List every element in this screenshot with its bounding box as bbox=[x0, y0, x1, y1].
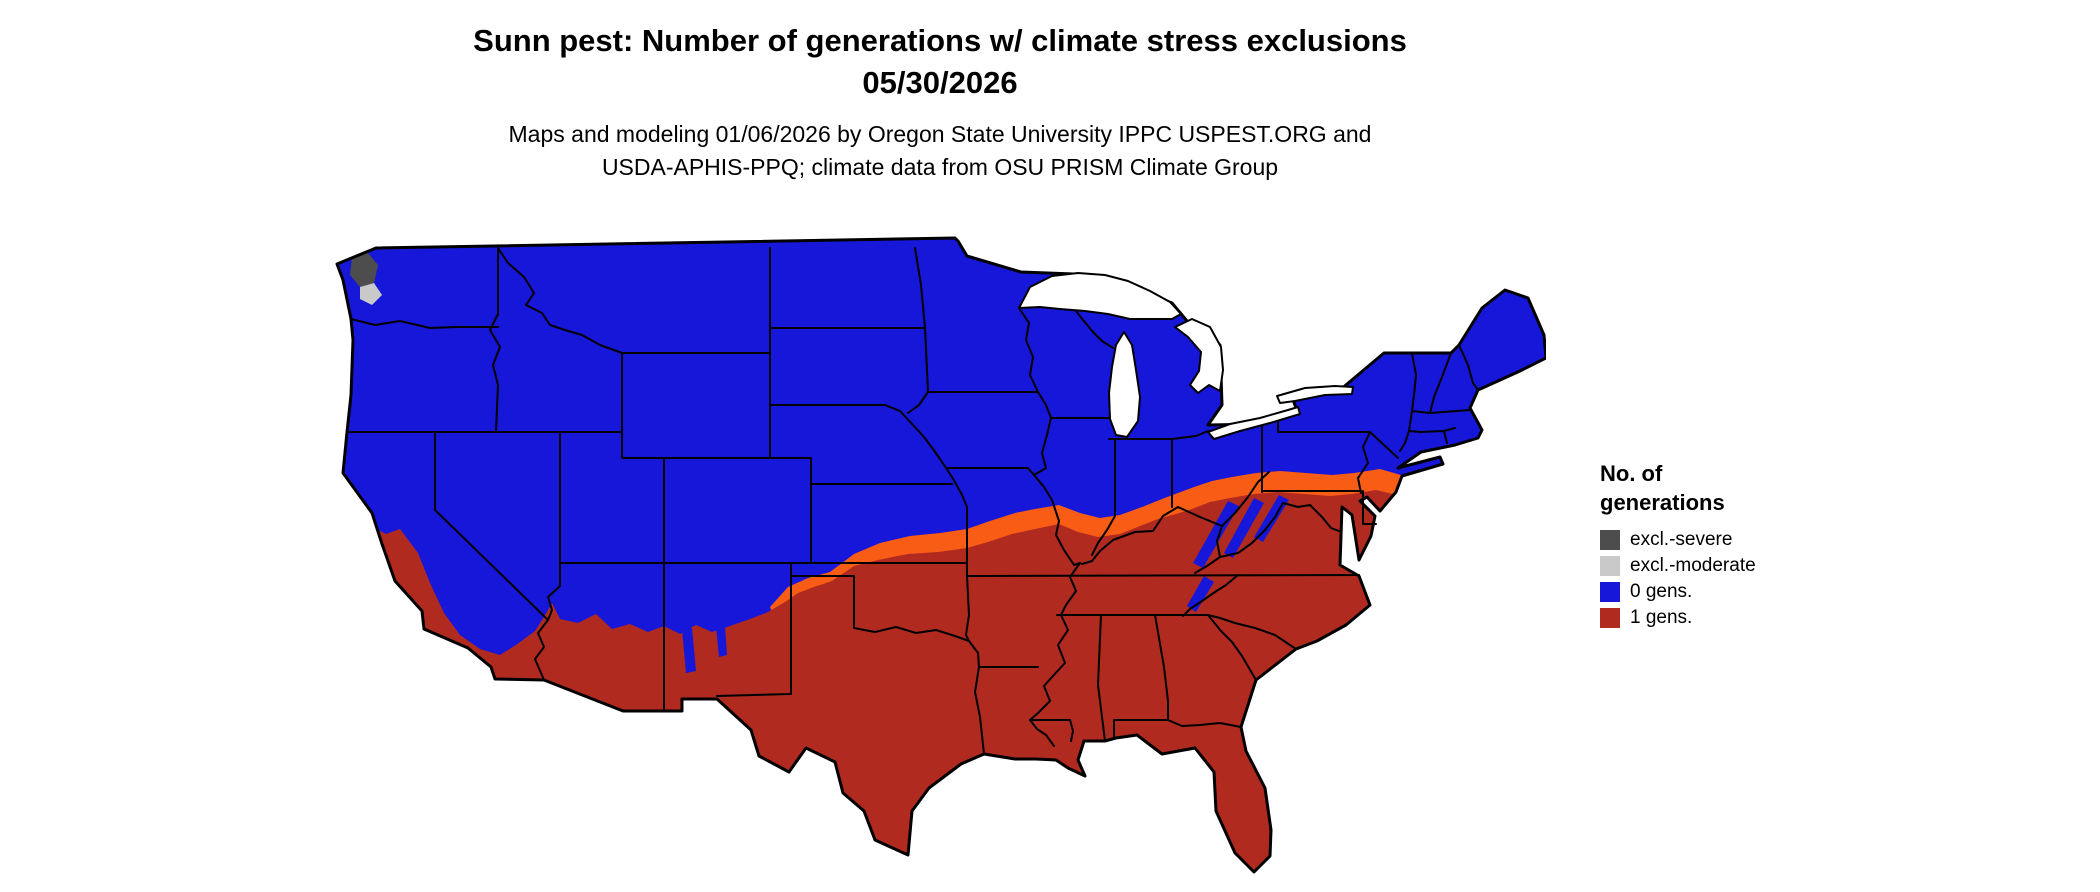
state-borders bbox=[346, 247, 1479, 755]
us-map-svg bbox=[335, 236, 1546, 874]
legend-title-line1: No. of bbox=[1600, 461, 1663, 486]
legend-item: excl.-moderate bbox=[1600, 553, 1756, 579]
map-credits-line1: Maps and modeling 01/06/2026 by Oregon S… bbox=[508, 120, 1372, 147]
legend-item: 0 gens. bbox=[1600, 579, 1756, 605]
legend-title: No. of generations bbox=[1600, 460, 1756, 517]
legend-item-label: 1 gens. bbox=[1630, 607, 1693, 629]
lake-superior bbox=[1018, 272, 1182, 320]
map-header: Sunn pest: Number of generations w/ clim… bbox=[0, 20, 1880, 184]
legend-item-label: excl.-moderate bbox=[1630, 555, 1756, 577]
legend-item-label: excl.-severe bbox=[1630, 529, 1733, 551]
legend-item-label: 0 gens. bbox=[1630, 581, 1693, 603]
lake-huron bbox=[1174, 318, 1224, 394]
lake-ontario bbox=[1276, 385, 1354, 404]
lake-michigan bbox=[1108, 331, 1141, 438]
map-credits-line2: USDA-APHIS-PPQ; climate data from OSU PR… bbox=[601, 154, 1279, 181]
legend-swatch-excl-severe bbox=[1600, 530, 1620, 551]
lake-erie bbox=[1207, 406, 1301, 440]
region-excluded-severe bbox=[350, 253, 378, 287]
great-lakes bbox=[1018, 272, 1354, 440]
map-credits: Maps and modeling 01/06/2026 by Oregon S… bbox=[0, 118, 1880, 185]
legend-title-line2: generations bbox=[1600, 489, 1725, 515]
legend-item: excl.-severe bbox=[1600, 527, 1756, 553]
us-map bbox=[330, 235, 1546, 890]
legend: No. of generations excl.-severe excl.-mo… bbox=[1600, 460, 1756, 631]
legend-swatch-1-gens bbox=[1600, 608, 1620, 629]
region-excluded-moderate bbox=[360, 283, 382, 305]
legend-swatch-excl-moderate bbox=[1600, 556, 1620, 577]
us-national-border bbox=[335, 236, 1546, 874]
page-title: Sunn pest: Number of generations w/ clim… bbox=[473, 23, 1407, 58]
map-date: 05/30/2026 bbox=[862, 64, 1018, 100]
legend-item: 1 gens. bbox=[1600, 605, 1756, 631]
legend-swatch-0-gens bbox=[1600, 582, 1620, 603]
